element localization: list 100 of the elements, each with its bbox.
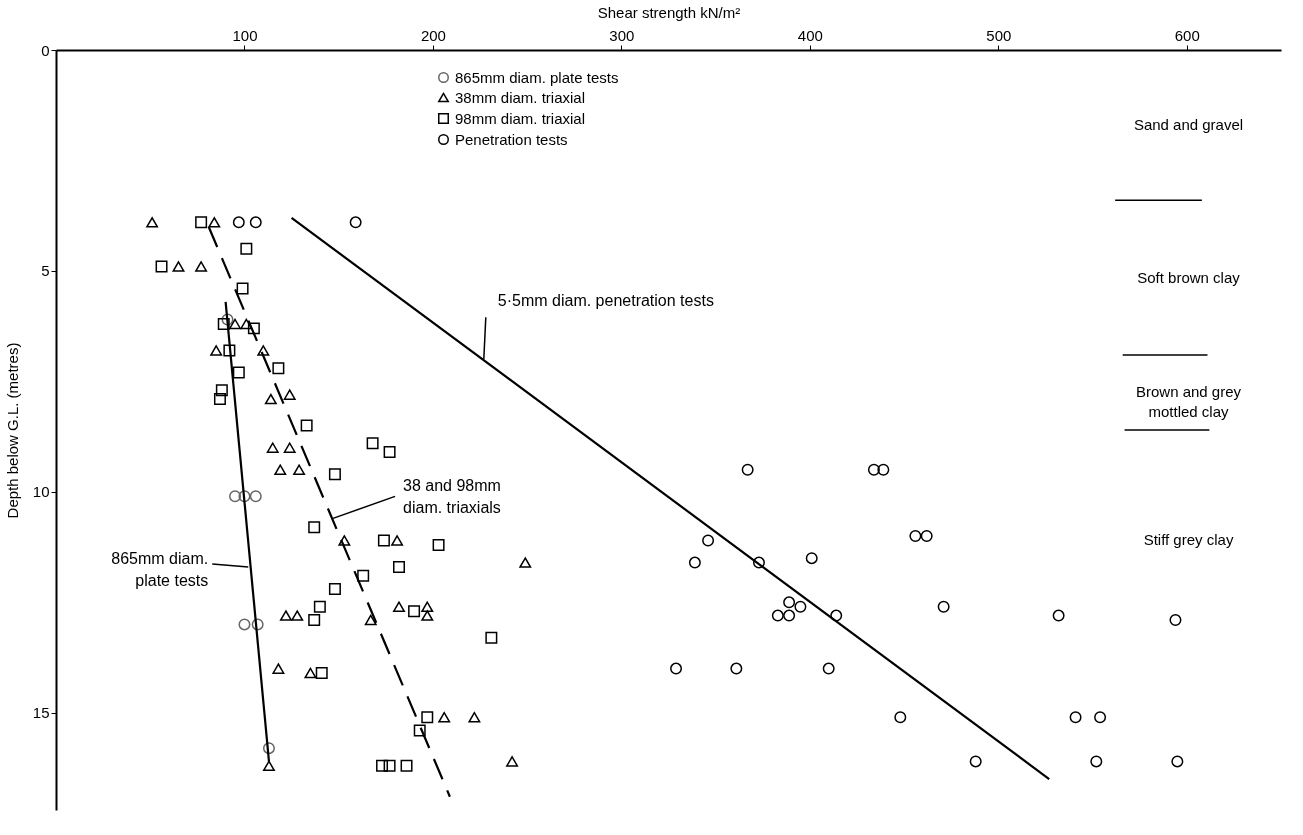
y-tick-label: 10 [32, 483, 50, 501]
point [195, 261, 208, 272]
point [247, 322, 260, 335]
legend-label: 865mm diam. plate tests [455, 68, 619, 86]
point [391, 535, 404, 546]
annotation: Stiff grey clay [1143, 531, 1234, 549]
point [1090, 755, 1103, 768]
point [400, 759, 413, 772]
point [909, 530, 922, 543]
point [393, 560, 405, 573]
point [377, 534, 390, 547]
annotation: Soft brown clay [1137, 268, 1241, 286]
point [262, 760, 275, 772]
point [338, 535, 351, 546]
x-tick-label: 600 [1174, 26, 1200, 44]
x-tick-label: 200 [420, 26, 446, 44]
point [1171, 755, 1184, 768]
point [366, 437, 379, 450]
point [264, 393, 277, 405]
legend-label: Penetration tests [455, 130, 568, 148]
point [257, 345, 270, 356]
point [349, 216, 362, 229]
point [240, 318, 253, 330]
point [279, 610, 292, 621]
annotation: Brown and grey mottled clay [1135, 383, 1242, 421]
point [920, 530, 933, 543]
point [752, 556, 765, 569]
point [308, 521, 321, 534]
point [308, 614, 321, 626]
point [357, 569, 370, 582]
annotation: 38 and 98mm diam. triaxials [403, 477, 501, 517]
x-axis-title: Shear strength kN/m² [597, 3, 741, 21]
point [421, 711, 434, 724]
point [238, 618, 251, 631]
point [315, 667, 328, 680]
point [364, 614, 377, 626]
point [741, 463, 754, 476]
x-tick-label: 100 [232, 26, 258, 44]
point [291, 610, 304, 621]
point [519, 557, 532, 568]
point [215, 384, 228, 397]
point [229, 318, 242, 330]
point [383, 759, 396, 772]
point [236, 282, 249, 295]
y-tick-label: 0 [41, 41, 50, 59]
y-axis-title: Depth below G.L. (metres) [3, 342, 21, 519]
point [272, 362, 285, 375]
point [232, 216, 245, 229]
point [293, 464, 306, 476]
annotation: 5·5mm diam. penetration tests [497, 292, 714, 310]
point [670, 662, 683, 675]
point [805, 552, 818, 565]
point [283, 442, 296, 453]
point [822, 662, 835, 675]
point [413, 724, 426, 737]
point [771, 609, 784, 622]
point [283, 389, 296, 400]
point [208, 217, 221, 228]
point [223, 344, 236, 357]
point [894, 711, 907, 724]
x-tick-label: 500 [986, 26, 1012, 44]
point [210, 345, 223, 356]
point [1069, 711, 1082, 724]
y-tick-label: 15 [32, 704, 50, 722]
point [272, 663, 285, 674]
point [376, 759, 389, 772]
point [937, 600, 950, 613]
point [702, 534, 715, 547]
point [249, 216, 262, 229]
point [251, 618, 264, 631]
point [313, 600, 326, 613]
point [274, 464, 287, 476]
point [1094, 711, 1107, 724]
point [421, 610, 434, 621]
point [421, 601, 434, 613]
point [432, 538, 445, 551]
point [155, 260, 168, 273]
point [328, 468, 341, 481]
point [213, 393, 226, 406]
point [249, 490, 262, 503]
point [688, 556, 701, 569]
annotation: 865mm diam. plate tests [111, 549, 209, 589]
x-tick-label: 300 [609, 26, 635, 44]
y-tick-label: 5 [41, 262, 50, 280]
point [468, 711, 481, 723]
legend-label: 38mm diam. triaxial [455, 88, 586, 106]
point [877, 463, 890, 476]
point [830, 609, 843, 622]
legend-label: 98mm diam. triaxial [455, 109, 586, 127]
point [195, 216, 208, 229]
point [1052, 609, 1065, 622]
point [304, 667, 317, 679]
point [867, 463, 880, 476]
point [266, 442, 279, 453]
point [438, 711, 451, 723]
annotation: Sand and gravel [1133, 116, 1244, 134]
point [217, 317, 230, 330]
point [485, 631, 498, 644]
point [969, 755, 982, 768]
point [1169, 614, 1182, 626]
